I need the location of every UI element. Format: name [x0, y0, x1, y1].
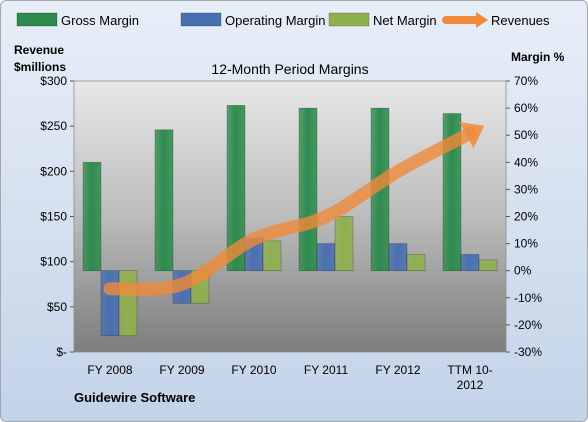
bar-net-margin	[262, 240, 282, 271]
left-axis-title-line2: $millions	[14, 60, 66, 74]
right-axis-tick-label: 40%	[514, 155, 538, 169]
bar-gross-margin	[82, 162, 102, 272]
revenues-line	[103, 126, 477, 296]
right-axis-tick-label: 70%	[514, 74, 538, 88]
right-axis-tick-label: 50%	[514, 128, 538, 142]
bar-operating-margin	[460, 254, 480, 272]
bar-operating-margin	[316, 243, 336, 272]
left-axis-tick-label: $50	[47, 300, 67, 314]
right-axis-tick-label: 30%	[514, 182, 538, 196]
right-axis-title: Margin %	[511, 50, 565, 64]
right-axis-tick-label: 10%	[514, 237, 538, 251]
legend-swatch-net-margin	[328, 12, 370, 27]
category-label: FY 2012	[375, 363, 420, 377]
plot-area	[73, 80, 507, 353]
category-label: FY 2009	[159, 363, 204, 377]
category-label: FY 2011	[304, 363, 349, 377]
bar-net-margin	[406, 254, 426, 272]
left-axis-tick-label: $200	[40, 164, 67, 178]
footer-text: Guidewire Software	[74, 390, 195, 405]
legend-label-gross-margin: Gross Margin	[61, 13, 139, 28]
category-label: TTM 10-	[447, 363, 492, 377]
left-axis-tick-label: $250	[40, 119, 67, 133]
bar-operating-margin	[100, 270, 120, 337]
left-axis-tick-label: $150	[40, 210, 67, 224]
bar-gross-margin	[442, 113, 462, 271]
legend-label-net-margin: Net Margin	[373, 13, 437, 28]
category-label: FY 2008	[87, 363, 132, 377]
right-axis-tick-label: -30%	[514, 345, 542, 359]
legend-swatch-gross-margin	[16, 12, 58, 27]
bar-net-margin	[118, 270, 138, 337]
bar-gross-margin	[298, 107, 318, 272]
bar-gross-margin	[226, 105, 246, 271]
chart-title: 12-Month Period Margins	[211, 61, 368, 77]
category-label: 2012	[457, 378, 484, 392]
right-axis-tick-label: -20%	[514, 318, 542, 332]
left-axis-tick-label: $100	[40, 255, 67, 269]
revenues-arrowhead	[459, 121, 485, 149]
legend-label-operating-margin: Operating Margin	[225, 13, 325, 28]
right-axis-tick-label: 60%	[514, 101, 538, 115]
right-axis-tick-label: -10%	[514, 291, 542, 305]
legend-arrow-revenues	[476, 12, 488, 28]
right-axis-tick-label: 20%	[514, 210, 538, 224]
bar-gross-margin	[154, 129, 174, 271]
left-axis-tick-label: $-	[56, 345, 67, 359]
bar-net-margin	[334, 216, 354, 272]
right-axis-tick-label: 0%	[514, 264, 532, 278]
left-axis-title-line1: Revenue	[14, 43, 64, 57]
left-axis-tick-label: $300	[40, 74, 67, 88]
legend-label-revenues: Revenues	[491, 13, 550, 28]
category-label: FY 2010	[231, 363, 276, 377]
bar-net-margin	[478, 259, 498, 271]
legend-swatch-operating-margin	[180, 12, 222, 27]
bar-operating-margin	[388, 243, 408, 272]
